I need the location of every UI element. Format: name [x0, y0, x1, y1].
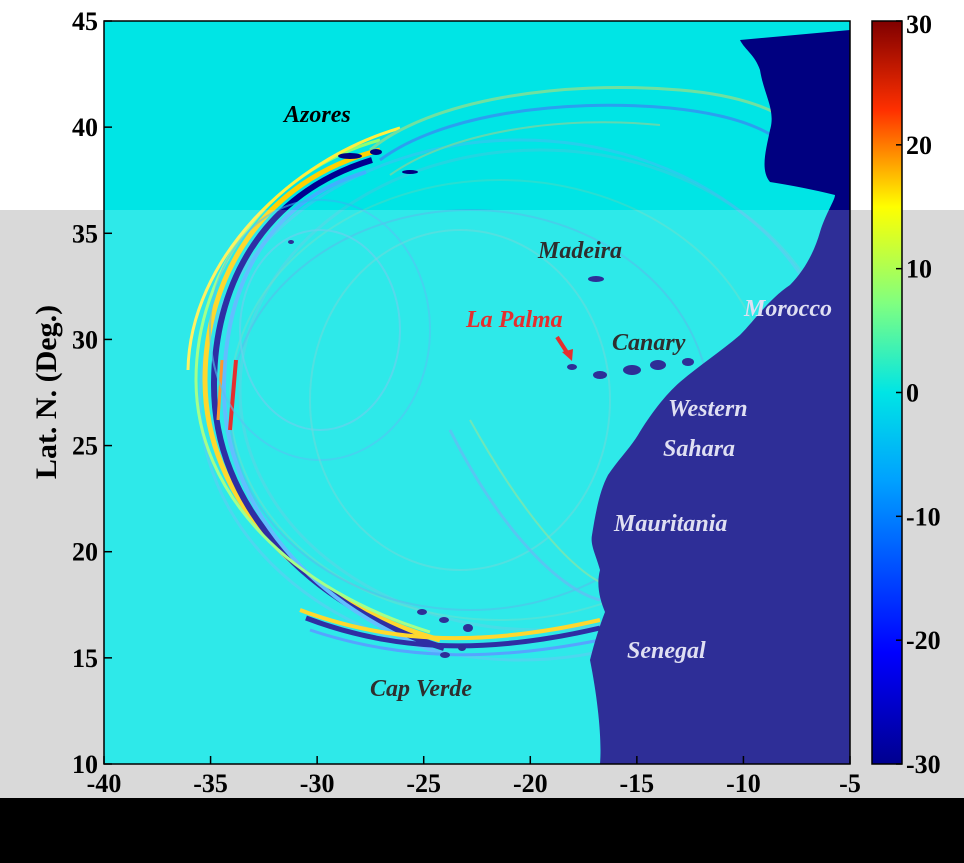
label-senegal: Senegal — [627, 638, 706, 664]
islands — [288, 149, 694, 658]
x-tick-label: -25 — [406, 769, 441, 798]
x-tick-label: -5 — [839, 769, 861, 798]
colorbar-tick-label: -30 — [906, 750, 941, 779]
y-tick-label: 35 — [72, 219, 98, 248]
y-axis: 10 15 20 25 30 35 40 45 — [72, 7, 112, 779]
x-tick-label: -35 — [193, 769, 228, 798]
y-tick-label: 10 — [72, 750, 98, 779]
y-tick-label: 45 — [72, 7, 98, 36]
x-tick-label: -10 — [726, 769, 761, 798]
label-cap-verde: Cap Verde — [370, 676, 472, 702]
plot-overlay-band — [104, 210, 850, 764]
label-western: Western — [668, 396, 748, 422]
y-tick-label: 20 — [72, 538, 98, 567]
x-tick-label: -15 — [620, 769, 655, 798]
y-tick-label: 30 — [72, 325, 98, 354]
colorbar-tick-label: 20 — [906, 131, 932, 160]
colorbar-tick-label: 30 — [906, 10, 932, 39]
label-madeira: Madeira — [537, 238, 622, 264]
y-tick-label: 40 — [72, 113, 98, 142]
label-morocco: Morocco — [743, 296, 832, 322]
colorbar-tick-label: 10 — [906, 255, 932, 284]
colorbar-tick-label: -20 — [906, 626, 941, 655]
plot-area: Azores Madeira La Palma Canary Morocco W… — [104, 21, 850, 764]
x-tick-label: -30 — [300, 769, 335, 798]
wave-front — [186, 86, 842, 662]
label-azores: Azores — [282, 102, 351, 128]
plot-frame — [103, 20, 851, 765]
x-tick-label: -40 — [87, 769, 122, 798]
label-mauritania: Mauritania — [613, 511, 727, 537]
label-sahara: Sahara — [663, 436, 735, 462]
arrow-icon — [555, 335, 573, 361]
colorbar-ticks: 30 20 10 0 -10 -20 -30 — [896, 10, 941, 779]
label-canary: Canary — [612, 330, 686, 356]
colorbar-tick-label: -10 — [906, 502, 941, 531]
x-axis: -40 -35 -30 -25 -20 -15 -10 -5 — [87, 756, 861, 798]
colorbar-tick-label: 0 — [906, 379, 919, 408]
y-tick-label: 15 — [72, 644, 98, 673]
y-axis-label: Lat. N. (Deg.) — [30, 305, 63, 479]
label-la-palma: La Palma — [465, 307, 563, 333]
x-tick-label: -20 — [513, 769, 548, 798]
y-tick-label: 25 — [72, 432, 98, 461]
land-africa-iberia — [590, 30, 850, 764]
black-bottom-bar — [0, 798, 964, 863]
